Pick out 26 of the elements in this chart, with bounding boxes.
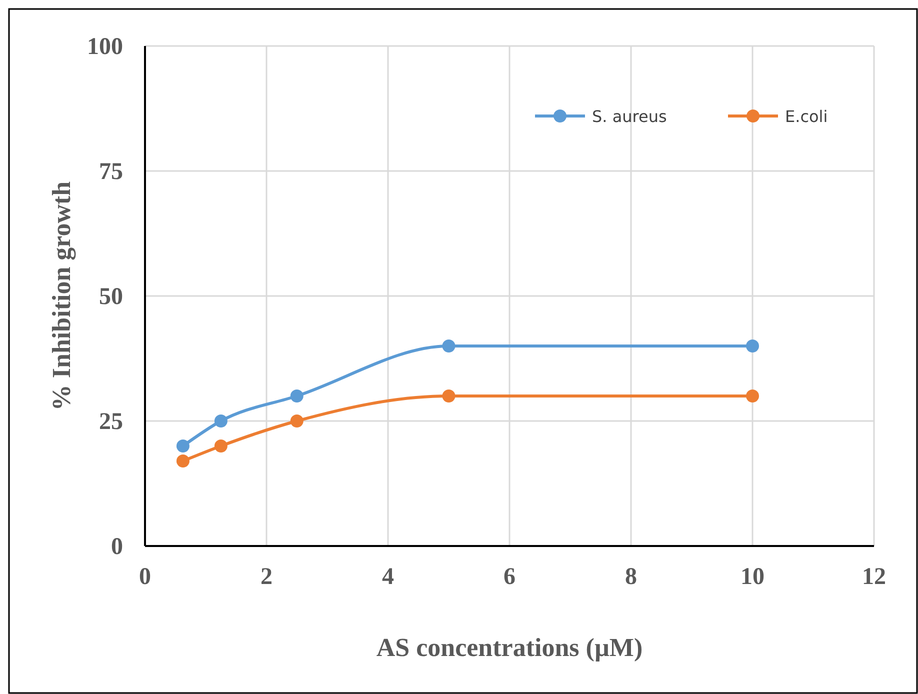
x-tick-label: 4 bbox=[382, 564, 394, 590]
y-tick-label: 0 bbox=[111, 534, 123, 560]
point bbox=[176, 454, 190, 468]
point bbox=[746, 390, 759, 402]
point bbox=[214, 414, 228, 428]
x-tick-label: 8 bbox=[625, 564, 637, 590]
legend-label: E.coli bbox=[785, 107, 828, 126]
legend-label: S. aureus bbox=[592, 107, 667, 126]
point bbox=[442, 390, 456, 402]
x-tick-label: 2 bbox=[260, 564, 272, 590]
point bbox=[442, 340, 456, 352]
x-tick-label: 6 bbox=[504, 564, 516, 590]
x-tick-label: 0 bbox=[139, 564, 151, 590]
y-axis-title: % Inhibition growth bbox=[47, 180, 76, 411]
point bbox=[290, 390, 304, 402]
y-tick-label: 100 bbox=[87, 34, 123, 60]
point bbox=[746, 340, 759, 352]
x-tick-label: 10 bbox=[740, 564, 764, 590]
x-axis-title: AS concentrations (µM) bbox=[376, 633, 643, 662]
point bbox=[214, 440, 228, 452]
x-tick-label: 12 bbox=[862, 564, 886, 590]
point bbox=[176, 440, 190, 452]
point bbox=[290, 414, 304, 428]
y-tick-label: 25 bbox=[99, 409, 123, 435]
y-tick-label: 50 bbox=[99, 284, 123, 310]
y-tick-label: 75 bbox=[99, 159, 123, 185]
